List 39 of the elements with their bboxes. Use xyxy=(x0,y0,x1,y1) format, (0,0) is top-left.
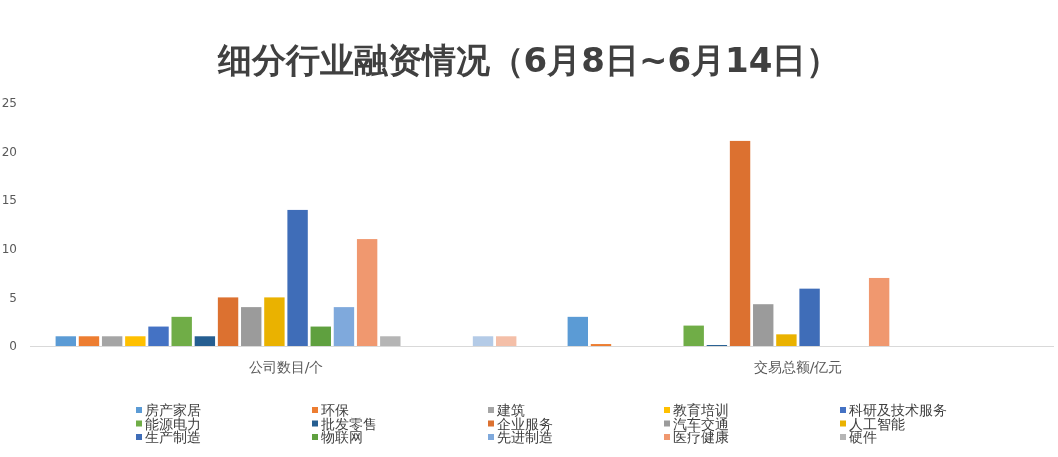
bar xyxy=(776,334,797,346)
y-tick-label: 25 xyxy=(1,96,17,111)
bar xyxy=(799,288,820,346)
legend-label: 环保 xyxy=(321,402,349,418)
bar xyxy=(264,297,285,346)
bar xyxy=(241,307,262,346)
bar xyxy=(472,336,494,346)
chart-title: 细分行业融资情况（6月8日~6月14日） xyxy=(216,40,841,80)
bar xyxy=(78,336,100,346)
bar xyxy=(868,277,890,346)
bar xyxy=(729,140,751,346)
bar xyxy=(125,336,146,346)
y-tick-label: 5 xyxy=(9,290,17,305)
legend-label: 生产制造 xyxy=(145,429,201,445)
x-tick-label: 公司数目/个 xyxy=(248,359,324,375)
bar xyxy=(567,316,588,346)
bar xyxy=(287,209,308,346)
bar xyxy=(310,326,331,346)
y-tick-label: 0 xyxy=(9,339,17,354)
bar xyxy=(55,336,76,346)
y-tick-label: 20 xyxy=(1,144,17,159)
legend-label: 建筑 xyxy=(496,402,525,418)
legend-label: 房产家居 xyxy=(145,402,201,418)
bar xyxy=(148,326,169,346)
y-tick-label: 15 xyxy=(1,193,17,208)
bar xyxy=(753,304,774,346)
bar xyxy=(171,316,192,346)
bar xyxy=(217,297,239,346)
x-tick-label: 交易总额/亿元 xyxy=(753,359,843,375)
legend-label: 科研及技术服务 xyxy=(849,402,947,418)
bar xyxy=(101,336,123,346)
legend-label: 教育培训 xyxy=(673,402,729,418)
bar xyxy=(683,325,704,346)
y-tick-label: 10 xyxy=(1,242,17,256)
bar xyxy=(496,336,517,346)
bar xyxy=(333,307,355,346)
bar xyxy=(194,336,216,346)
bar xyxy=(356,239,378,346)
bar xyxy=(380,336,401,346)
